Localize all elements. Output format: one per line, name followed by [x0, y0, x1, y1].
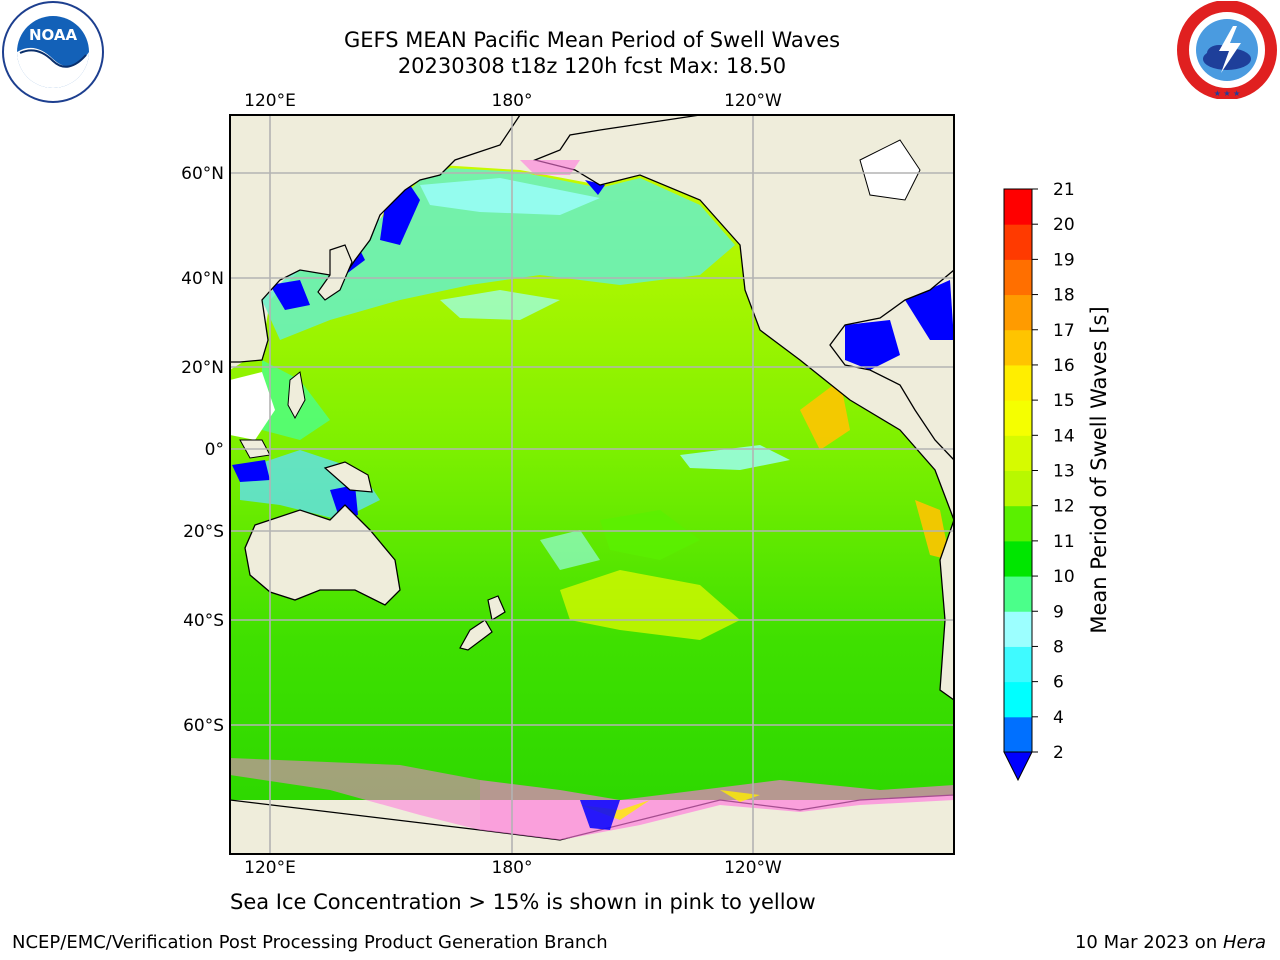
- sea-ice-caption: Sea Ice Concentration > 15% is shown in …: [230, 890, 816, 914]
- map-panel: [230, 115, 954, 854]
- lat-tick-40n: 40°N: [181, 269, 224, 289]
- colorbar-segment: [1004, 470, 1032, 507]
- lon-tick-bottom-120w: 120°W: [724, 858, 782, 878]
- colorbar-segment: [1004, 540, 1032, 577]
- lon-tick-bottom-120e: 120°E: [244, 858, 296, 878]
- colorbar-level-label: 20: [1053, 215, 1075, 235]
- colorbar-level-label: 9: [1053, 602, 1064, 622]
- lon-tick-bottom-180: 180°: [492, 858, 533, 878]
- colorbar-segment: [1004, 681, 1032, 718]
- colorbar-level-label: 15: [1053, 391, 1075, 411]
- footer-date: 10 Mar 2023 on Hera: [1075, 932, 1266, 953]
- lat-tick-20n: 20°N: [181, 358, 224, 378]
- colorbar-level-label: 13: [1053, 462, 1075, 482]
- colorbar-segment: [1004, 435, 1032, 471]
- colorbar-segment: [1004, 576, 1032, 612]
- footer-credit: NCEP/EMC/Verification Post Processing Pr…: [12, 932, 608, 953]
- lat-tick-60n: 60°N: [181, 164, 224, 184]
- lat-tick-0: 0°: [205, 440, 224, 460]
- colorbar-extend-triangle: [1003, 751, 1033, 782]
- nws-logo-icon: ★ ★ ★: [1177, 1, 1277, 99]
- lon-tick-top-120e: 120°E: [244, 91, 296, 111]
- noaa-logo-icon: NOAA: [2, 1, 104, 103]
- colorbar-segment: [1004, 259, 1032, 296]
- colorbar-level-label: 16: [1053, 356, 1075, 376]
- south-america-land: [939, 519, 954, 701]
- australia-land: [244, 504, 401, 606]
- colorbar-level-label: 11: [1053, 532, 1075, 552]
- colorbar-level-label: 17: [1053, 321, 1075, 341]
- colorbar-segment: [1004, 611, 1032, 647]
- footer-host: Hera: [1222, 932, 1266, 953]
- colorbar-segment: [1004, 505, 1032, 542]
- colorbar-level-label: 6: [1053, 673, 1064, 693]
- colorbar-segment: [1004, 716, 1032, 753]
- asia-land: [230, 115, 521, 363]
- colorbar-level-label: 10: [1053, 567, 1075, 587]
- north-pacific-band: [262, 168, 735, 340]
- ocean-field: [230, 165, 954, 800]
- north-america-land: [532, 115, 954, 521]
- colorbar-level-label: 4: [1053, 708, 1064, 728]
- colorbar-level-label: 14: [1053, 426, 1075, 446]
- sea-ice-band: [230, 758, 480, 830]
- colorbar-level-label: 12: [1053, 497, 1075, 517]
- map-frame: [229, 114, 955, 855]
- colorbar-level-label: 21: [1053, 180, 1075, 200]
- lat-tick-60s: 60°S: [183, 716, 224, 736]
- colorbar-segment: [1004, 364, 1032, 401]
- colorbar: 2 4 6 8 9 10 11 12 13 14 15 16 17 18 19 20 21: [1003, 180, 1075, 782]
- colorbar-level-label: 8: [1053, 637, 1064, 657]
- colorbar-segment: [1004, 294, 1032, 331]
- colorbar-title: Mean Period of Swell Waves [s]: [1087, 306, 1111, 633]
- colorbar-segment: [1004, 400, 1032, 436]
- footer-date-text: 10 Mar 2023 on: [1074, 932, 1223, 953]
- chart-subtitle: 20230308 t18z 120h fcst Max: 18.50: [397, 54, 787, 78]
- colorbar-level-label: 18: [1053, 286, 1075, 306]
- lat-tick-20s: 20°S: [183, 522, 224, 542]
- lon-tick-top-180: 180°: [492, 91, 533, 111]
- colorbar-segment: [1004, 189, 1032, 225]
- chart-title: GEFS MEAN Pacific Mean Period of Swell W…: [343, 28, 841, 52]
- noaa-logo-text: NOAA: [29, 26, 78, 44]
- lat-tick-40s: 40°S: [183, 611, 224, 631]
- svg-text:★ ★ ★: ★ ★ ★: [1214, 89, 1241, 98]
- gridlines: [230, 115, 954, 854]
- colorbar-level-label: 19: [1053, 250, 1075, 270]
- colorbar-segment: [1004, 646, 1032, 683]
- colorbar-segment: [1004, 329, 1032, 366]
- gulf-of-mexico-blue: [845, 320, 900, 370]
- okhotsk-blue: [380, 185, 420, 245]
- lon-tick-top-120w: 120°W: [724, 91, 782, 111]
- colorbar-segment: [1004, 224, 1032, 260]
- colorbar-level-label: 2: [1053, 743, 1064, 763]
